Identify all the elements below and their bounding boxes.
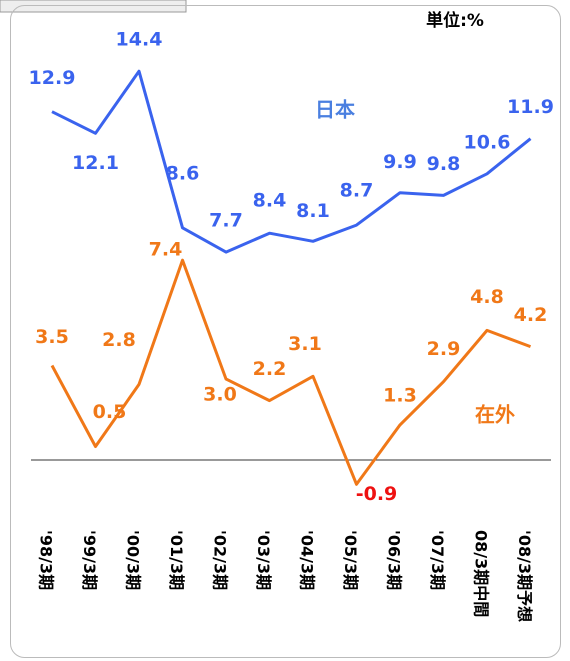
series-label: 在外 (475, 403, 515, 427)
data-label: 7.4 (149, 239, 183, 261)
data-label: 3.5 (35, 326, 69, 348)
series-label: 日本 (315, 98, 355, 122)
data-label: 4.8 (470, 286, 504, 308)
x-tick-label: '08/3期予想 (515, 530, 534, 622)
data-label: 8.1 (296, 200, 330, 222)
x-tick-label: '02/3期 (211, 530, 230, 590)
data-label: 8.7 (340, 180, 374, 202)
data-label: 11.9 (507, 96, 554, 118)
data-label: 2.8 (102, 329, 136, 351)
x-tick-label: '01/3期 (167, 530, 186, 590)
x-tick-label: '04/3期 (298, 530, 317, 590)
frame (10, 5, 561, 658)
series-line (51, 69, 532, 254)
data-label: 9.8 (427, 153, 461, 175)
data-label: 1.3 (383, 384, 417, 406)
data-label: 8.4 (253, 190, 287, 212)
x-tick-label: '05/3期 (341, 530, 360, 590)
x-tick-label: '07/3期 (428, 530, 447, 590)
data-label: 2.2 (253, 358, 287, 380)
data-label: 8.6 (166, 162, 200, 184)
data-label: 3.0 (203, 384, 237, 406)
data-label: 9.9 (383, 151, 417, 173)
unit-label: 単位:% (426, 10, 484, 31)
data-label: 3.1 (288, 333, 322, 355)
data-label: -0.9 (356, 483, 398, 505)
x-tick-label: '06/3期 (385, 530, 404, 590)
data-label: 4.2 (514, 304, 548, 326)
x-tick-label: '99/3期 (80, 530, 99, 590)
x-tick-label: '98/3期 (37, 530, 56, 590)
x-tick-label: '00/3期 (124, 530, 143, 590)
x-tick-label: '03/3期 (254, 530, 273, 590)
x-tick-label: 08/3期中間 (472, 530, 491, 617)
data-label: 10.6 (464, 131, 511, 153)
data-label: 0.5 (93, 401, 127, 423)
data-label: 12.9 (29, 67, 76, 89)
data-label: 14.4 (116, 29, 163, 51)
data-label: 7.7 (209, 210, 243, 232)
data-label: 12.1 (72, 152, 119, 174)
data-label: 2.9 (427, 338, 461, 360)
series-line (50, 258, 532, 486)
